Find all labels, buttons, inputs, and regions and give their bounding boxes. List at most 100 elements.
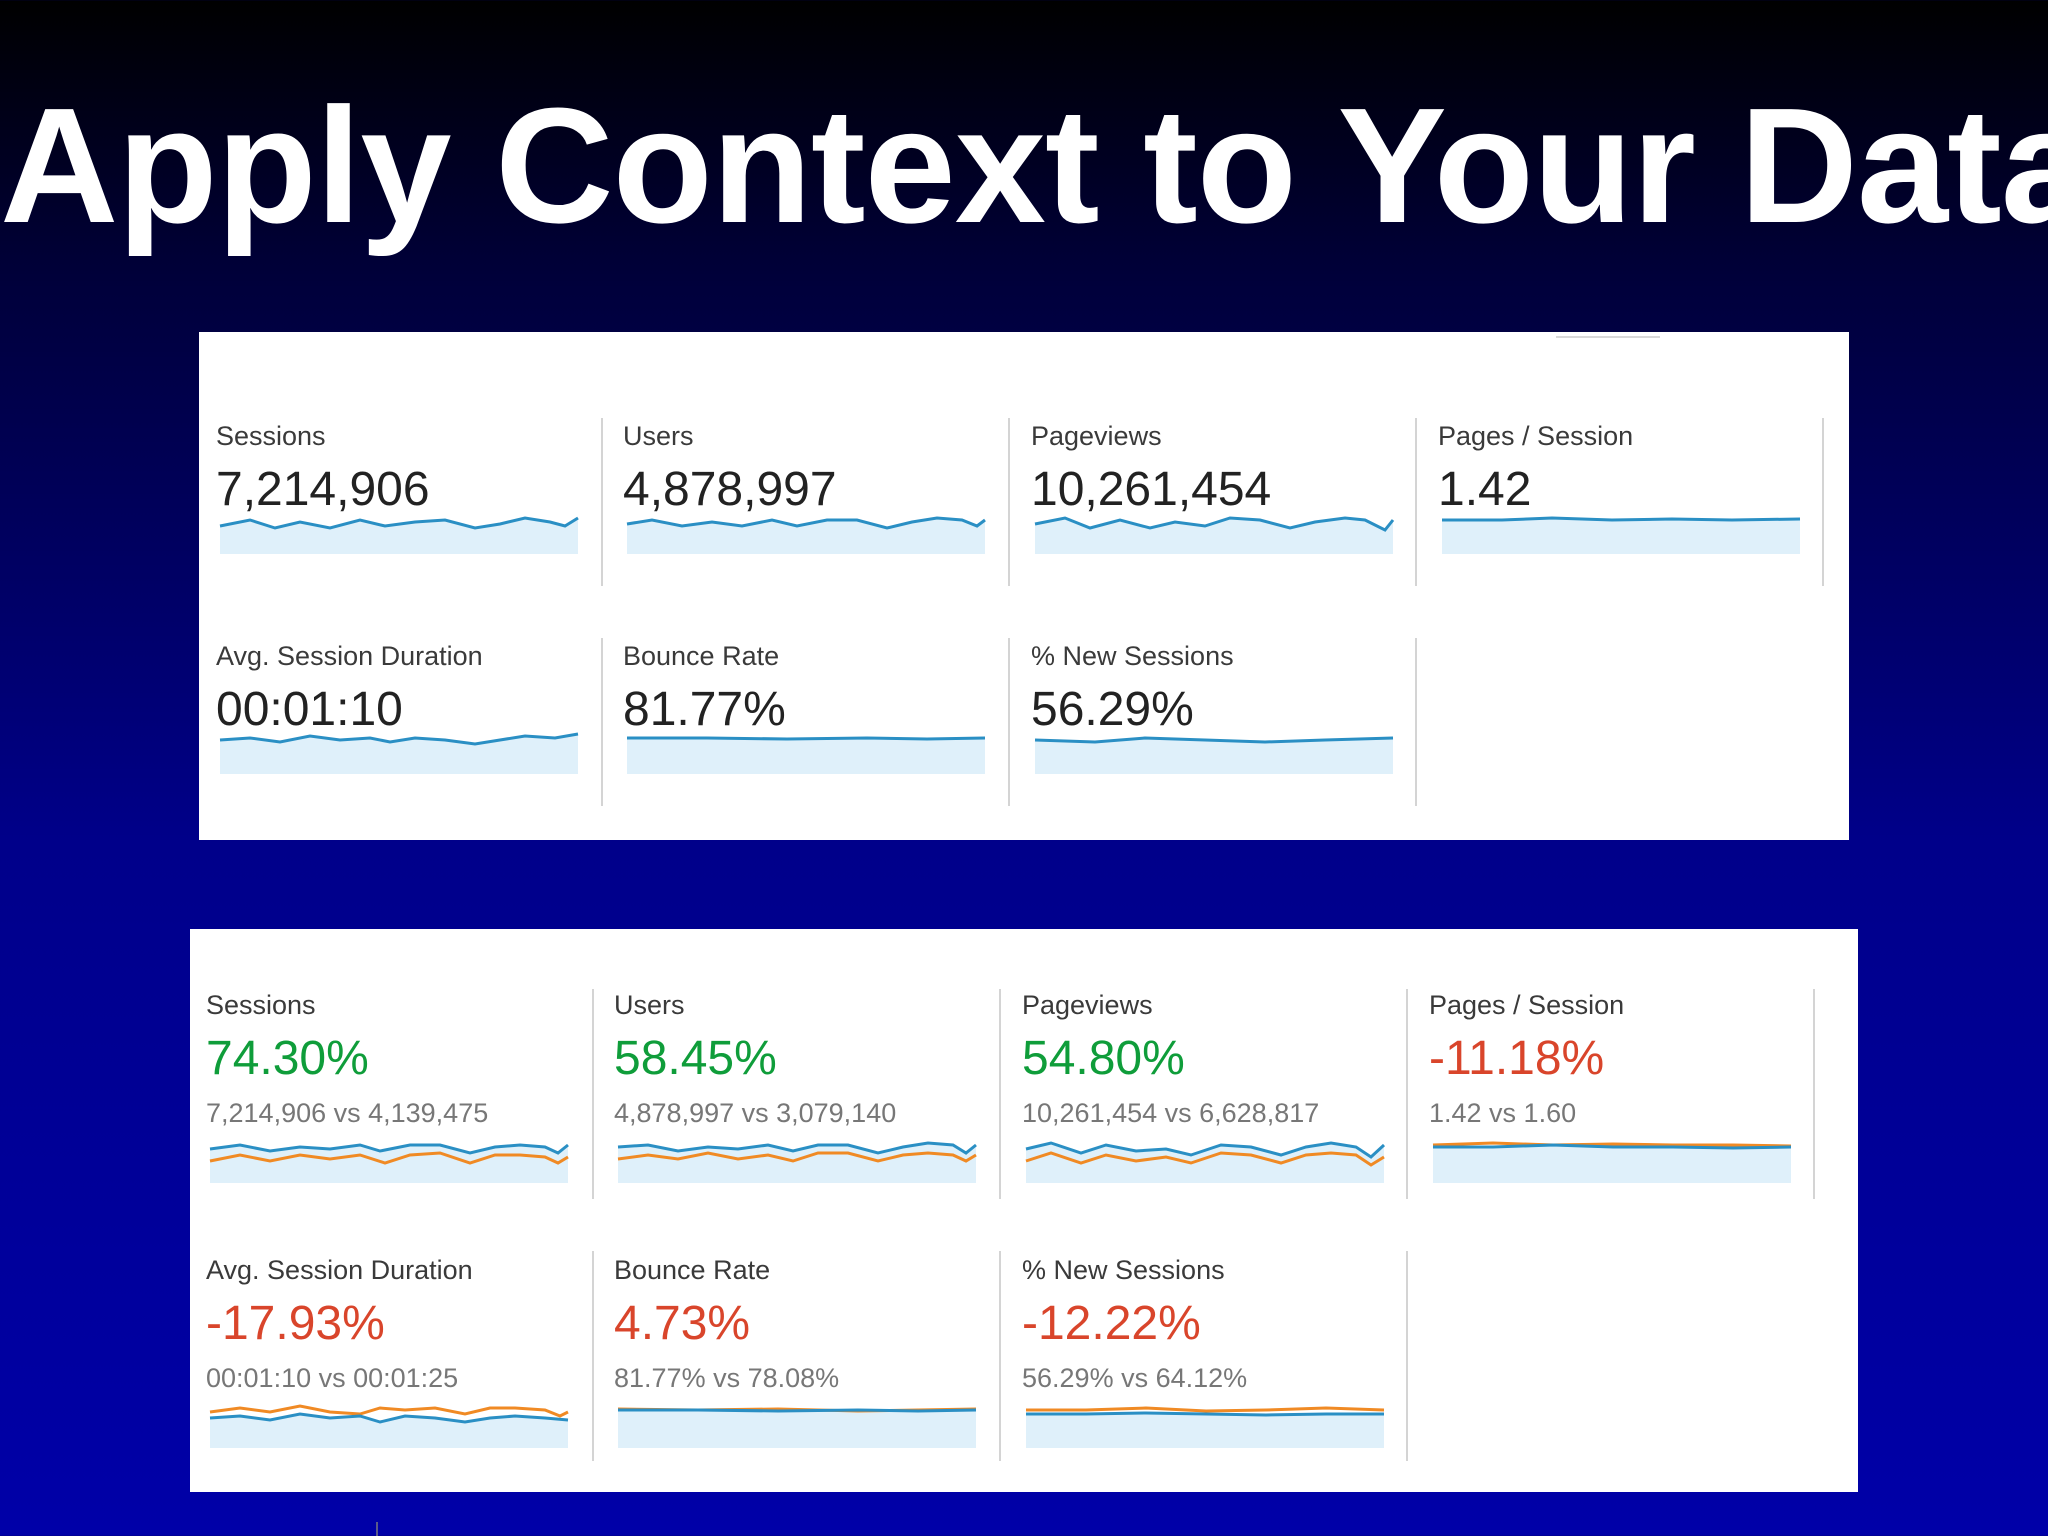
metric-value: 56.29% — [1031, 683, 1194, 736]
sparkline-line — [1442, 516, 1801, 522]
metric-tile-pages-per-session[interactable]: Pages / Session 1.42 — [1438, 420, 1808, 560]
metric-label: Sessions — [216, 421, 326, 451]
sparkline-line — [617, 1141, 977, 1155]
metric-label: Bounce Rate — [614, 1255, 771, 1285]
comparison-tile-users[interactable]: Users 58.45% 4,878,997 vs 3,079,140 — [614, 989, 984, 1185]
tile-divider — [1008, 638, 1010, 806]
sparkline — [626, 516, 986, 554]
metric-comparison: 81.77% vs 78.08% — [614, 1363, 840, 1393]
slide-edge-mark — [376, 1522, 378, 1536]
metric-label: Avg. Session Duration — [216, 641, 483, 671]
comparison-tile-pageviews[interactable]: Pageviews 54.80% 10,261,454 vs 6,628,817 — [1022, 989, 1392, 1185]
comparison-tile-new-sessions[interactable]: % New Sessions -12.22% 56.29% vs 64.12% — [1022, 1254, 1392, 1450]
sparkline — [627, 736, 986, 774]
sparkline-compare-line — [1026, 1406, 1385, 1413]
sparkline — [219, 732, 579, 774]
metric-value: 4,878,997 — [623, 463, 837, 516]
tile-divider — [601, 418, 603, 586]
tile-divider — [1415, 418, 1417, 586]
metric-comparison: 1.42 vs 1.60 — [1429, 1098, 1577, 1128]
tile-divider — [1822, 418, 1824, 586]
tile-divider — [999, 989, 1001, 1199]
metric-label: % New Sessions — [1031, 641, 1234, 671]
metric-tile-avg-session-duration[interactable]: Avg. Session Duration 00:01:10 — [216, 640, 586, 780]
sparkline-area — [627, 738, 985, 774]
sparkline-line — [1034, 736, 1394, 744]
metric-change: 54.80% — [1022, 1032, 1185, 1085]
sparkline-line — [626, 516, 986, 530]
tile-divider — [1008, 418, 1010, 586]
metric-tile-new-sessions[interactable]: % New Sessions 56.29% — [1031, 640, 1401, 780]
sparkline-line — [219, 732, 579, 746]
metric-comparison: 00:01:10 vs 00:01:25 — [206, 1363, 459, 1393]
tile-divider — [1406, 989, 1408, 1199]
sparkline — [209, 1143, 569, 1183]
metric-change: -11.18% — [1429, 1032, 1605, 1085]
metric-comparison: 10,261,454 vs 6,628,817 — [1022, 1098, 1320, 1128]
sparkline-compare-line — [209, 1404, 569, 1418]
sparkline-area — [1026, 1413, 1384, 1448]
sparkline-compare-line — [1025, 1151, 1385, 1167]
sparkline-area — [1433, 1145, 1791, 1183]
metric-label: Avg. Session Duration — [206, 1255, 473, 1285]
metric-change: -17.93% — [206, 1297, 385, 1350]
sparkline-line — [1433, 1143, 1792, 1150]
sparkline — [1034, 516, 1395, 554]
comparison-tile-avg-session-duration[interactable]: Avg. Session Duration -17.93% 00:01:10 v… — [206, 1254, 576, 1450]
tile-divider — [1415, 638, 1417, 806]
sparkline-line — [627, 736, 986, 741]
metric-value: 00:01:10 — [216, 683, 403, 736]
sparkline — [617, 1141, 977, 1183]
slide-title: Apply Context to Your Data — [0, 74, 2048, 257]
sparkline-compare-line — [209, 1151, 569, 1165]
comparison-tile-sessions[interactable]: Sessions 74.30% 7,214,906 vs 4,139,475 — [206, 989, 576, 1185]
metric-change: 58.45% — [614, 1032, 777, 1085]
sparkline — [1442, 516, 1801, 554]
sparkline-line — [1034, 516, 1395, 532]
metric-value: 81.77% — [623, 683, 786, 736]
sparkline-line — [209, 1412, 569, 1424]
metric-change: 74.30% — [206, 1032, 369, 1085]
panel-tab-edge — [1556, 332, 1660, 338]
comparison-tile-pages-per-session[interactable]: Pages / Session -11.18% 1.42 vs 1.60 — [1429, 989, 1799, 1185]
sparkline — [1026, 1406, 1385, 1448]
sparkline — [1034, 736, 1394, 774]
metric-label: Pageviews — [1022, 990, 1153, 1020]
tile-divider — [999, 1251, 1001, 1461]
metric-tile-users[interactable]: Users 4,878,997 — [623, 420, 993, 560]
sparkline — [1432, 1141, 1792, 1183]
metric-value: 1.42 — [1438, 463, 1532, 516]
metric-tile-bounce-rate[interactable]: Bounce Rate 81.77% — [623, 640, 993, 780]
metric-change: 4.73% — [614, 1297, 751, 1350]
tile-divider — [601, 638, 603, 806]
sparkline-line — [219, 516, 579, 530]
sparkline — [209, 1404, 569, 1448]
overview-panel: Sessions 7,214,906 Users 4,878,997 Pagev… — [199, 332, 1849, 840]
sparkline-area — [210, 1414, 568, 1448]
sparkline-line — [1026, 1411, 1384, 1417]
metric-value: 7,214,906 — [216, 463, 430, 516]
metric-label: Pages / Session — [1438, 421, 1634, 451]
sparkline-area — [220, 734, 578, 774]
comparison-tile-bounce-rate[interactable]: Bounce Rate 4.73% 81.77% vs 78.08% — [614, 1254, 984, 1450]
sparkline-area — [1026, 1143, 1384, 1183]
metric-label: % New Sessions — [1022, 1255, 1225, 1285]
tile-divider — [1813, 989, 1815, 1199]
metric-value: 10,261,454 — [1031, 463, 1272, 516]
comparison-panel: Sessions 74.30% 7,214,906 vs 4,139,475 U… — [190, 929, 1858, 1492]
sparkline-compare-line — [1432, 1141, 1792, 1148]
metric-comparison: 4,878,997 vs 3,079,140 — [614, 1098, 897, 1128]
tile-divider — [1406, 1251, 1408, 1461]
metric-tile-sessions[interactable]: Sessions 7,214,906 — [216, 420, 586, 560]
sparkline-area — [1035, 518, 1393, 554]
tile-divider — [592, 989, 594, 1199]
metric-comparison: 56.29% vs 64.12% — [1022, 1363, 1248, 1393]
metric-label: Users — [614, 990, 685, 1020]
sparkline — [219, 516, 579, 554]
sparkline-area — [1035, 738, 1393, 774]
sparkline — [617, 1407, 977, 1448]
metric-label: Sessions — [206, 990, 316, 1020]
metric-label: Users — [623, 421, 694, 451]
metric-tile-pageviews[interactable]: Pageviews 10,261,454 — [1031, 420, 1401, 560]
metric-change: -12.22% — [1022, 1297, 1201, 1350]
